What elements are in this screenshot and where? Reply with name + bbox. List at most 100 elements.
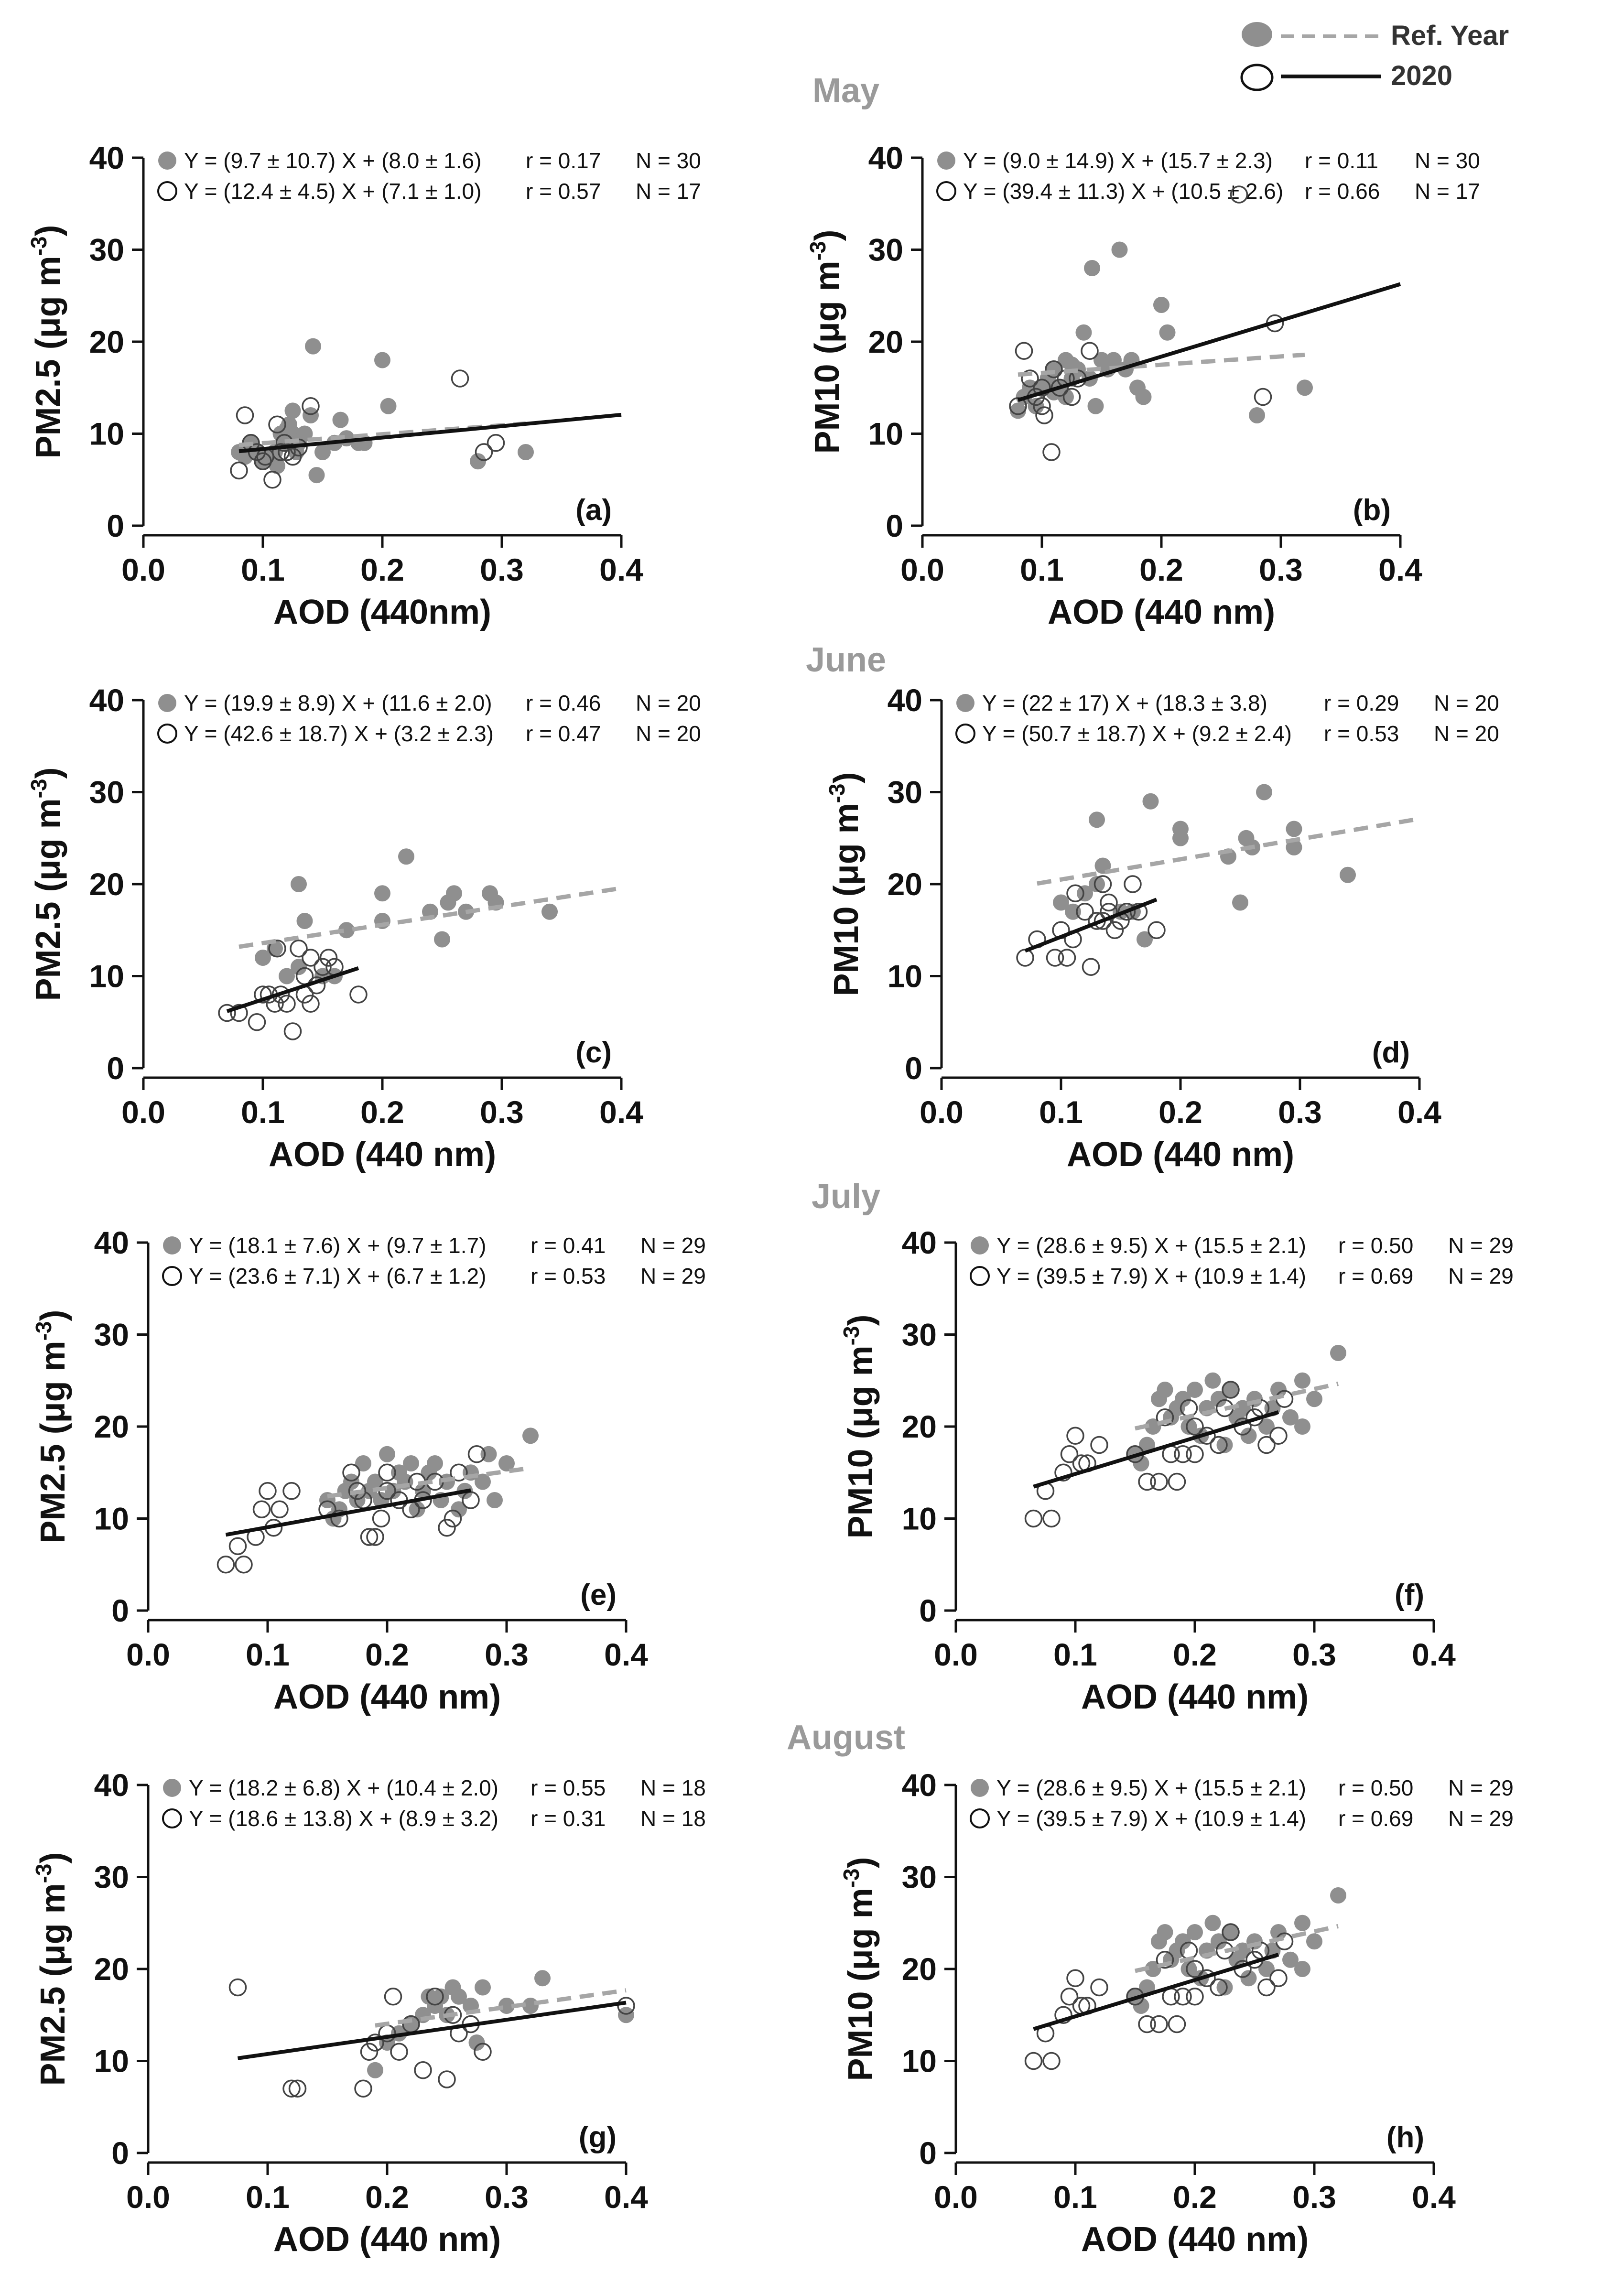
- ref-equation: Y = (9.0 ± 14.9) X + (15.7 ± 2.3): [963, 148, 1273, 173]
- y2020-equation: Y = (39.4 ± 11.3) X + (10.5 ± 2.6): [963, 179, 1283, 204]
- y2020-fit-line: [1024, 898, 1158, 953]
- panel-label: (b): [1353, 494, 1391, 527]
- panel-label: (a): [575, 494, 612, 527]
- y2020-point: [1230, 185, 1248, 204]
- ref-point: [1172, 830, 1189, 846]
- panel-label: (c): [575, 1036, 612, 1069]
- ref-point: [1240, 1970, 1257, 1987]
- y2020-point: [349, 985, 368, 1004]
- ref-point: [1111, 241, 1128, 258]
- y2020-r-value: r = 0.69: [1338, 1264, 1413, 1288]
- ref-fit-line: [327, 1466, 531, 1499]
- y2020-point: [1046, 949, 1064, 967]
- ref-n-value: N = 20: [1434, 691, 1499, 715]
- y2020-point: [390, 2043, 408, 2061]
- y2020-r-value: r = 0.57: [526, 179, 601, 204]
- month-title-may: May: [812, 72, 879, 110]
- y2020-point: [282, 1482, 301, 1500]
- ref-point: [1142, 793, 1159, 810]
- y-tick-label: 10: [94, 1501, 129, 1536]
- y2020-point: [617, 1997, 635, 2015]
- y-tick-label: 40: [902, 1767, 937, 1803]
- y-tick-label: 0: [111, 2135, 129, 2171]
- ref-point: [255, 950, 271, 966]
- y2020-point: [474, 2043, 492, 2061]
- ref-point: [487, 1492, 503, 1508]
- panel-g: 0 10 20 30 40 0.0 0.1 0.2 0.3 0.4 AOD (440 nm) PM2.…: [31, 1767, 706, 2259]
- ref-marker: [163, 1779, 181, 1797]
- x-axis-title: AOD (440 nm): [1067, 1136, 1294, 1174]
- ref-point: [403, 1455, 419, 1471]
- y-tick-label: 40: [868, 140, 903, 175]
- y2020-point: [1062, 388, 1081, 406]
- x-tick-label: 0.0: [126, 1637, 170, 1672]
- ref-point: [1234, 1942, 1251, 1959]
- month-title-june: June: [806, 641, 886, 679]
- ref-marker: [971, 1236, 989, 1255]
- ref-point: [1159, 324, 1176, 341]
- ref-point: [1306, 1391, 1322, 1407]
- ref-point: [1133, 1455, 1149, 1471]
- y2020-point: [1124, 875, 1142, 893]
- x-tick-label: 0.1: [246, 2179, 290, 2215]
- y2020-point: [438, 2070, 456, 2088]
- y-tick-label: 40: [888, 682, 922, 718]
- ref-point: [1234, 1400, 1251, 1417]
- y2020-point: [1054, 2006, 1072, 2024]
- x-tick-label: 0.4: [1412, 2179, 1456, 2215]
- panel-label: (f): [1395, 1579, 1424, 1612]
- y2020-point: [1105, 921, 1124, 939]
- ref-point: [1256, 784, 1272, 800]
- y2020-point: [1210, 1436, 1228, 1454]
- x-tick-label: 0.2: [360, 1094, 404, 1130]
- y2020-point: [1060, 1445, 1079, 1463]
- y2020-marker: [157, 724, 177, 744]
- y-axis-title: PM10 (μg m-3): [824, 772, 866, 996]
- y2020-point: [228, 1978, 247, 1997]
- ref-point: [398, 848, 414, 865]
- y2020-point: [360, 1528, 379, 1546]
- y2020-point: [1093, 875, 1112, 893]
- y2020-point: [1148, 921, 1166, 939]
- y2020-point: [1138, 2015, 1156, 2033]
- ref-point: [1223, 1924, 1239, 1940]
- ref-point: [1286, 821, 1302, 837]
- y-tick-label: 30: [902, 1860, 937, 1895]
- ref-point: [434, 931, 450, 948]
- y-axis-title: PM10 (μg m-3): [839, 1857, 880, 2081]
- ref-point: [343, 1473, 359, 1490]
- y2020-point: [414, 2061, 432, 2079]
- y2020-marker: [970, 1266, 990, 1286]
- ref-equation: Y = (18.1 ± 7.6) X + (9.7 ± 1.7): [189, 1233, 486, 1258]
- y-tick-label: 40: [902, 1225, 937, 1260]
- x-tick-label: 0.1: [1020, 552, 1064, 587]
- x-tick-label: 0.0: [900, 552, 944, 587]
- ref-point: [1137, 931, 1153, 948]
- ref-point: [468, 2034, 485, 2051]
- y-tick-label: 10: [902, 2044, 937, 2079]
- y-tick-label: 0: [111, 1593, 129, 1628]
- y2020-point: [1168, 2015, 1186, 2033]
- panel-label: (e): [580, 1579, 617, 1612]
- y2020-point: [290, 940, 308, 958]
- ref-point: [314, 444, 331, 460]
- ref-marker: [163, 1236, 181, 1255]
- ref-point: [1145, 1418, 1161, 1435]
- ref-marker: [956, 694, 974, 712]
- figure-legend: Ref. Year 2020: [1240, 20, 1509, 91]
- y2020-point: [438, 1519, 456, 1537]
- y-tick-label: 0: [919, 1593, 937, 1628]
- ref-point: [409, 1501, 425, 1518]
- x-tick-label: 0.3: [480, 552, 524, 587]
- ref-point: [1135, 389, 1152, 405]
- y2020-point: [1180, 1941, 1198, 1960]
- y-tick-label: 20: [94, 1409, 129, 1444]
- y-tick-label: 40: [89, 140, 124, 175]
- y2020-marker: [970, 1808, 990, 1828]
- x-tick-label: 0.1: [246, 1637, 290, 1672]
- y2020-point: [228, 1537, 247, 1555]
- y2020-point: [278, 443, 296, 461]
- y-tick-label: 30: [94, 1860, 129, 1895]
- ref-point: [1153, 297, 1169, 313]
- ref-point: [1180, 1961, 1197, 1977]
